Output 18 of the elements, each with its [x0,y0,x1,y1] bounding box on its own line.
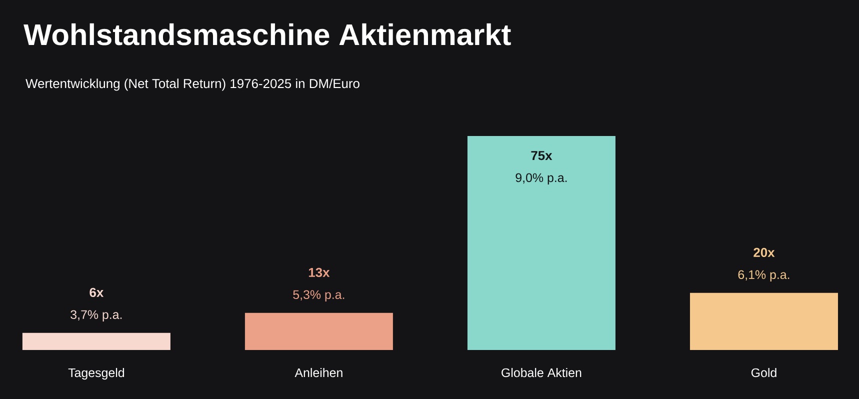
bar [22,332,170,350]
annotation: 6,1% p.a. [738,270,790,282]
bar [690,292,838,350]
annotation: 3,7% p.a. [70,310,122,322]
annotation: 9,0% p.a. [516,173,567,185]
x-tick-label: Gold [751,368,776,378]
x-tick-label: Globale Aktien [502,368,582,378]
x-tick-label: Anleihen [294,368,342,378]
data-label: 75x [531,151,552,160]
chart-title: Wohlstandsmaschine Aktienmarkt [24,23,511,46]
chart-subtitle: Wertentwicklung (Net Total Return) 1976-2025 in DM/Euro [26,78,360,91]
data-label: 20x [754,248,775,258]
bar [467,136,616,350]
data-label: 6x [90,288,104,298]
data-label: 13x [308,268,330,278]
annotation: 5,3% p.a. [293,290,344,302]
x-tick-label: Tagesgeld [68,368,124,380]
bar [244,312,393,350]
